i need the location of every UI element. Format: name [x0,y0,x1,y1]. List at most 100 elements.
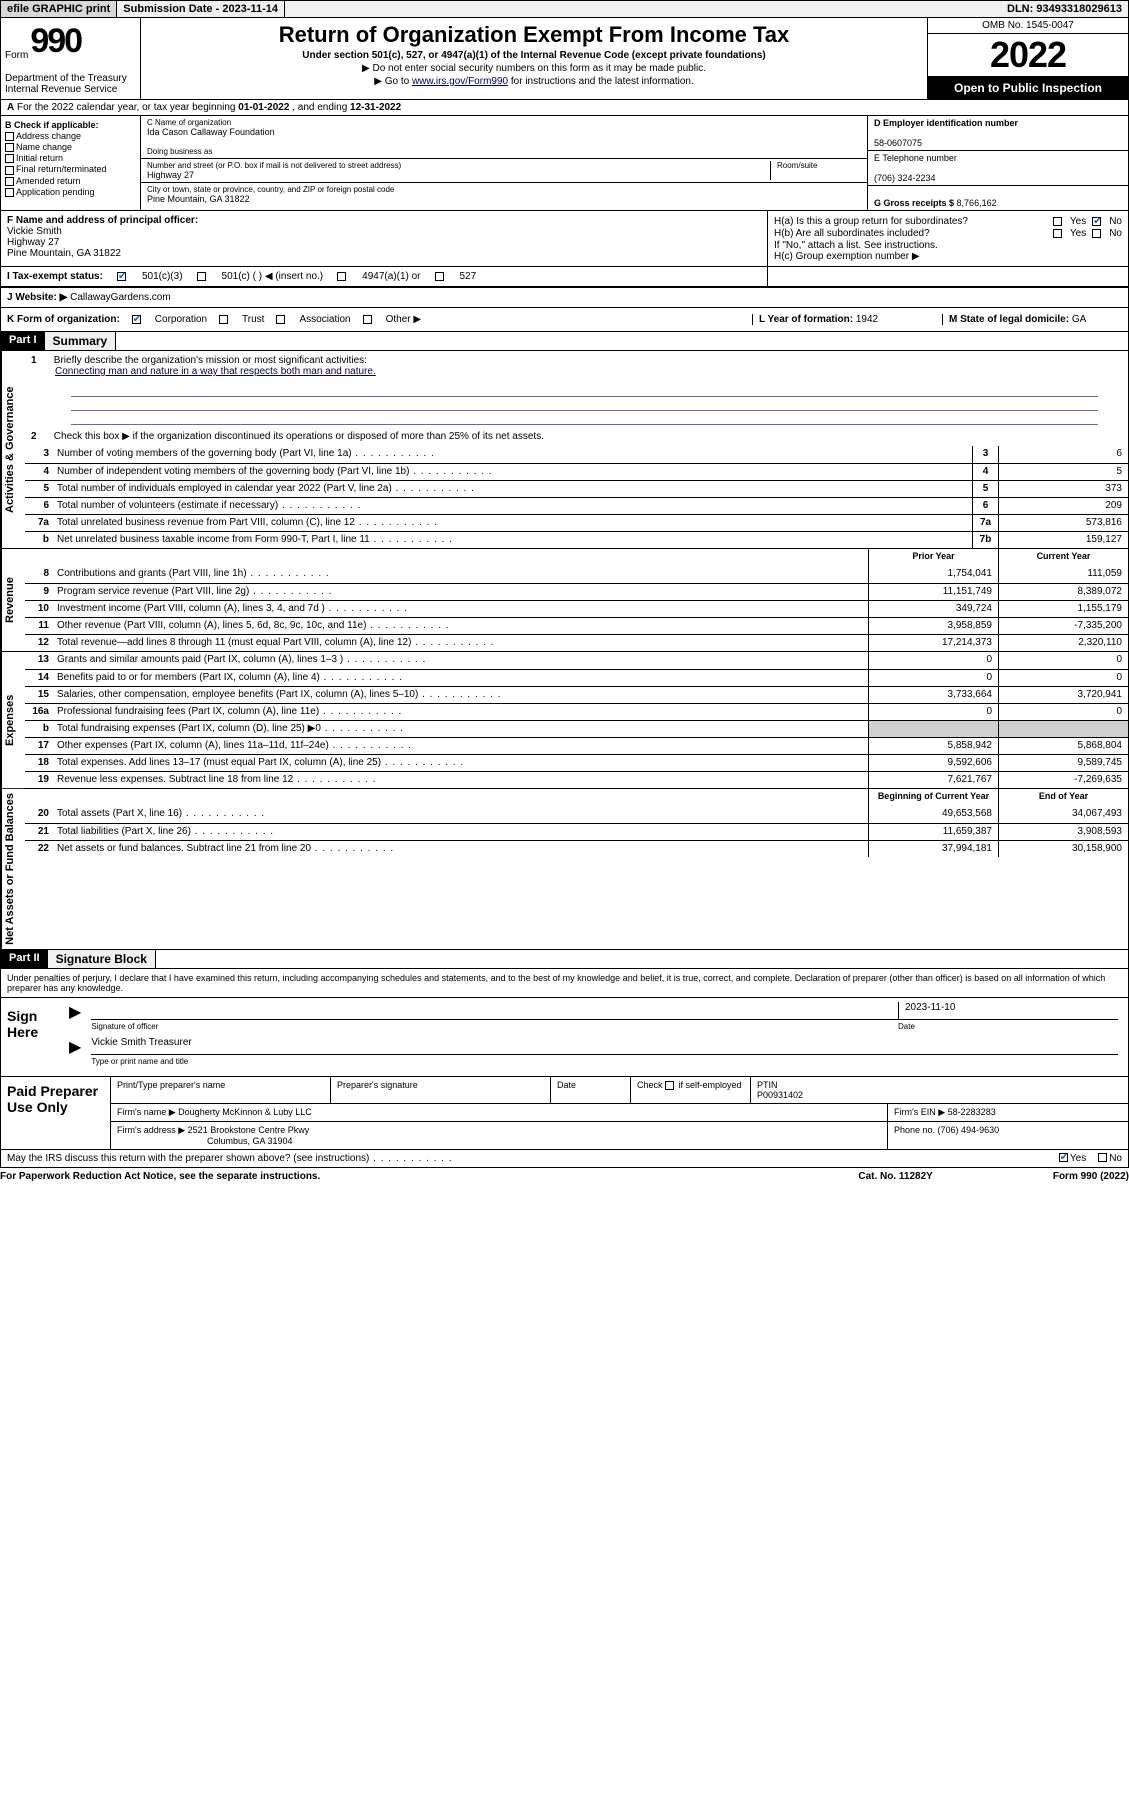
year-formation-label: L Year of formation: [759,314,856,325]
sign-arrow-icon-2: ▶ [65,1037,85,1072]
h-b-yes-checkbox[interactable] [1053,229,1062,238]
opt-4947: 4947(a)(1) or [362,271,420,282]
city-state-zip: Pine Mountain, GA 31822 [147,194,861,204]
line-text: Contributions and grants (Part VIII, lin… [53,566,868,583]
ein-row: D Employer identification number 58-0607… [868,116,1128,151]
revenue-sidelabel: Revenue [1,549,25,651]
chk-4947[interactable] [337,272,346,281]
chk-label-1: Name change [16,142,72,152]
summary-line-15: 15Salaries, other compensation, employee… [25,686,1128,703]
line-2: 2 Check this box ▶ if the organization d… [25,427,1128,446]
row-k-l-m: K Form of organization: Corporation Trus… [0,308,1129,332]
na-hdr-blank2 [53,789,868,806]
chk-application-pending[interactable]: Application pending [5,187,136,197]
part-1-badge: Part I [1,332,45,350]
h-a-no-checkbox[interactable] [1092,217,1101,226]
website-label: J Website: ▶ [7,292,67,303]
irs-link[interactable]: www.irs.gov/Form990 [412,76,508,87]
line-num: b [25,721,53,737]
discuss-yes-checkbox[interactable] [1059,1153,1068,1162]
end-year-hdr: End of Year [998,789,1128,806]
section-bcd: B Check if applicable: Address change Na… [0,116,1129,211]
summary-line-b: bTotal fundraising expenses (Part IX, co… [25,720,1128,737]
summary-line-4: 4Number of independent voting members of… [25,463,1128,480]
row-a-text2: , and ending [292,102,350,113]
line-num: 20 [25,806,53,823]
hdr-blank2 [53,549,868,566]
chk-name-change[interactable]: Name change [5,142,136,152]
summary-line-10: 10Investment income (Part VIII, column (… [25,600,1128,617]
chk-association[interactable] [276,315,285,324]
chk-trust[interactable] [219,315,228,324]
city-row: City or town, state or province, country… [141,183,867,206]
name-title-caption: Type or print name and title [91,1057,1118,1066]
chk-initial-return[interactable]: Initial return [5,153,136,163]
opt-trust: Trust [242,314,264,325]
current-value: -7,269,635 [998,772,1128,788]
summary-line-6: 6Total number of volunteers (estimate if… [25,497,1128,514]
line-1-text: Briefly describe the organization's miss… [54,355,367,366]
governance-content: 1 Briefly describe the organization's mi… [25,351,1128,548]
chk-other[interactable] [363,315,372,324]
row-a-label: A [7,102,14,113]
chk-amended-return[interactable]: Amended return [5,176,136,186]
submission-label: Submission Date - [123,3,222,15]
paid-h4: Check if self-employed [631,1077,751,1103]
self-employed-checkbox[interactable] [665,1081,674,1090]
h-b-row: H(b) Are all subordinates included? Yes … [774,228,1122,239]
line-box: 5 [972,481,998,497]
line-box: 3 [972,446,998,463]
cat-number: Cat. No. 11282Y [858,1171,932,1182]
line-text: Salaries, other compensation, employee b… [53,687,868,703]
form-word: Form [5,50,28,61]
h-a-label: H(a) Is this a group return for subordin… [774,216,1047,227]
summary-line-12: 12Total revenue—add lines 8 through 11 (… [25,634,1128,651]
governance-sidelabel: Activities & Governance [1,351,25,548]
paid-hdr-row: Print/Type preparer's name Preparer's si… [111,1077,1128,1104]
chk-corporation[interactable] [132,315,141,324]
chk-address-change[interactable]: Address change [5,131,136,141]
chk-501c[interactable] [197,272,206,281]
paid-h1: Print/Type preparer's name [111,1077,331,1103]
line-text: Total liabilities (Part X, line 26) [53,824,868,840]
line-num: 14 [25,670,53,686]
summary-line-3: 3Number of voting members of the governi… [25,446,1128,463]
efile-print-button[interactable]: efile GRAPHIC print [1,1,117,17]
chk-501c3[interactable] [117,272,126,281]
signature-line[interactable]: 2023-11-10 [91,1002,1118,1020]
summary-line-8: 8Contributions and grants (Part VIII, li… [25,566,1128,583]
line-value: 573,816 [998,515,1128,531]
officer-name-title: Vickie Smith Treasurer [91,1037,191,1054]
chk-527[interactable] [435,272,444,281]
chk-label-2: Initial return [16,153,63,163]
row-i-right-empty [768,267,1128,287]
sign-fields: ▶ 2023-11-10 Signature of officer Date ▶ [61,998,1128,1076]
top-toolbar: efile GRAPHIC print Submission Date - 20… [0,0,1129,18]
chk-final-return[interactable]: Final return/terminated [5,164,136,174]
line-box: 4 [972,464,998,480]
opt-501c3: 501(c)(3) [142,271,183,282]
col-b-checkboxes: B Check if applicable: Address change Na… [1,116,141,210]
sign-arrow-icon: ▶ [65,1002,85,1037]
line-num: 10 [25,601,53,617]
discuss-no-checkbox[interactable] [1098,1153,1107,1162]
summary-body: Activities & Governance 1 Briefly descri… [0,351,1129,950]
h-a-yes-checkbox[interactable] [1053,217,1062,226]
current-value [998,721,1128,737]
expenses-sidelabel: Expenses [1,652,25,788]
h-c-label: H(c) Group exemption number ▶ [774,251,1122,262]
current-value: 8,389,072 [998,584,1128,600]
h-b-no-checkbox[interactable] [1092,229,1101,238]
row-i-label: I Tax-exempt status: [7,271,103,282]
city-label: City or town, state or province, country… [147,185,861,194]
line-text: Total revenue—add lines 8 through 11 (mu… [53,635,868,651]
tax-exempt-status: I Tax-exempt status: 501(c)(3) 501(c) ( … [1,267,768,287]
header-right: OMB No. 1545-0047 2022 Open to Public In… [928,18,1128,99]
summary-line-21: 21Total liabilities (Part X, line 26)11,… [25,823,1128,840]
line-num: 9 [25,584,53,600]
prior-value [868,721,998,737]
group-return-block: H(a) Is this a group return for subordin… [768,211,1128,266]
paid-h3: Date [551,1077,631,1103]
firm-name-row: Firm's name ▶ Dougherty McKinnon & Luby … [111,1104,1128,1122]
twocol-header-row: Revenue Prior Year Current Year 8Contrib… [1,549,1128,652]
